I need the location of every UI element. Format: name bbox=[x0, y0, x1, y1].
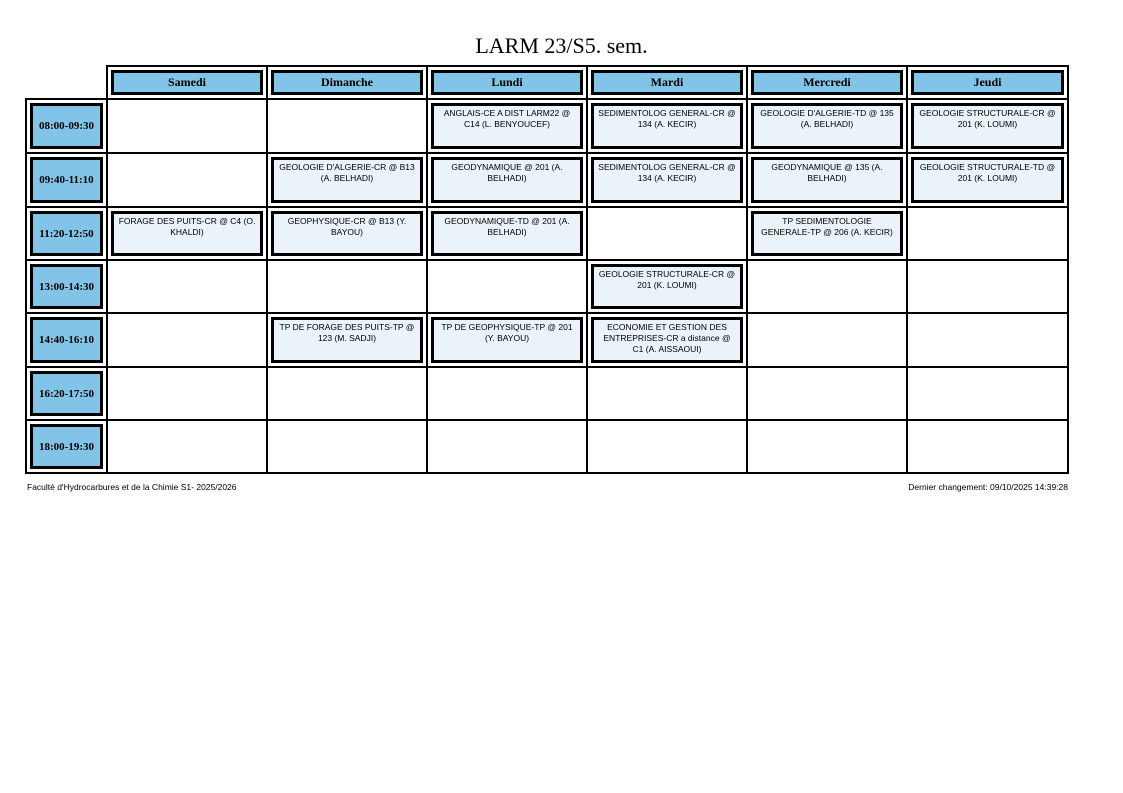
timetable-cell bbox=[746, 419, 908, 474]
timetable-cell bbox=[586, 206, 748, 261]
session-entry[interactable]: GEOLOGIE STRUCTURALE-CR @ 201 (K. LOUMI) bbox=[911, 103, 1064, 149]
timetable-cell bbox=[746, 366, 908, 421]
session-entry[interactable]: ANGLAIS-CE A DIST LARM22 @ C14 (L. BENYO… bbox=[431, 103, 583, 149]
session-entry[interactable]: TP DE GEOPHYSIQUE-TP @ 201 (Y. BAYOU) bbox=[431, 317, 583, 363]
session-entry[interactable]: GEODYNAMIQUE @ 135 (A. BELHADI) bbox=[751, 157, 903, 203]
footer-last-change: Dernier changement: 09/10/2025 14:39:28 bbox=[908, 482, 1068, 492]
day-header: Samedi bbox=[111, 70, 263, 95]
timetable-cell bbox=[426, 366, 588, 421]
time-slot-cell: 13:00-14:30 bbox=[25, 259, 108, 314]
timetable-cell bbox=[106, 419, 268, 474]
time-slot-cell: 09:40-11:10 bbox=[25, 152, 108, 208]
timetable-cell: SEDIMENTOLOG GENERAL-CR @ 134 (A. KECIR) bbox=[586, 98, 748, 154]
time-slot-cell: 08:00-09:30 bbox=[25, 98, 108, 154]
session-entry[interactable]: SEDIMENTOLOG GENERAL-CR @ 134 (A. KECIR) bbox=[591, 157, 743, 203]
session-entry[interactable]: GEODYNAMIQUE @ 201 (A. BELHADI) bbox=[431, 157, 583, 203]
session-entry[interactable]: GEOLOGIE STRUCTURALE-CR @ 201 (K. LOUMI) bbox=[591, 264, 743, 309]
day-header-cell: Mardi bbox=[586, 65, 748, 100]
timetable-cell: ECONOMIE ET GESTION DES ENTREPRISES-CR a… bbox=[586, 312, 748, 368]
footer-faculty: Faculté d'Hydrocarbures et de la Chimie … bbox=[27, 482, 237, 492]
session-entry[interactable]: ECONOMIE ET GESTION DES ENTREPRISES-CR a… bbox=[591, 317, 743, 363]
session-entry[interactable]: SEDIMENTOLOG GENERAL-CR @ 134 (A. KECIR) bbox=[591, 103, 743, 149]
timetable-cell: GEOLOGIE STRUCTURALE-CR @ 201 (K. LOUMI) bbox=[586, 259, 748, 314]
timetable-cell bbox=[906, 419, 1069, 474]
day-header: Dimanche bbox=[271, 70, 423, 95]
timetable-cell bbox=[906, 366, 1069, 421]
timetable-cell bbox=[586, 419, 748, 474]
session-entry[interactable]: GEOPHYSIQUE-CR @ B13 (Y. BAYOU) bbox=[271, 211, 423, 256]
time-slot-label: 14:40-16:10 bbox=[30, 317, 103, 363]
timetable-cell bbox=[106, 366, 268, 421]
timetable-cell: GEOLOGIE STRUCTURALE-CR @ 201 (K. LOUMI) bbox=[906, 98, 1069, 154]
timetable-cell: GEOLOGIE D'ALGERIE-CR @ B13 (A. BELHADI) bbox=[266, 152, 428, 208]
time-slot-label: 08:00-09:30 bbox=[30, 103, 103, 149]
timetable-cell: FORAGE DES PUITS-CR @ C4 (O. KHALDI) bbox=[106, 206, 268, 261]
day-header: Lundi bbox=[431, 70, 583, 95]
timetable-cell bbox=[106, 98, 268, 154]
timetable-cell bbox=[106, 312, 268, 368]
timetable-cell: GEOPHYSIQUE-CR @ B13 (Y. BAYOU) bbox=[266, 206, 428, 261]
day-header: Jeudi bbox=[911, 70, 1064, 95]
timetable-cell bbox=[426, 419, 588, 474]
timetable-cell bbox=[266, 98, 428, 154]
timetable-cell: GEODYNAMIQUE @ 135 (A. BELHADI) bbox=[746, 152, 908, 208]
timetable-cell bbox=[906, 259, 1069, 314]
day-header-cell: Jeudi bbox=[906, 65, 1069, 100]
time-slot-cell: 16:20-17:50 bbox=[25, 366, 108, 421]
session-entry[interactable]: TP SEDIMENTOLOGIE GENERALE-TP @ 206 (A. … bbox=[751, 211, 903, 256]
time-slot-cell: 11:20-12:50 bbox=[25, 206, 108, 261]
timetable-cell: TP DE GEOPHYSIQUE-TP @ 201 (Y. BAYOU) bbox=[426, 312, 588, 368]
timetable-cell bbox=[746, 312, 908, 368]
session-entry[interactable]: FORAGE DES PUITS-CR @ C4 (O. KHALDI) bbox=[111, 211, 263, 256]
day-header-cell: Mercredi bbox=[746, 65, 908, 100]
session-entry[interactable]: GEOLOGIE D'ALGERIE-CR @ B13 (A. BELHADI) bbox=[271, 157, 423, 203]
session-entry[interactable]: GEOLOGIE STRUCTURALE-TD @ 201 (K. LOUMI) bbox=[911, 157, 1064, 203]
timetable-title: LARM 23/S5. sem. bbox=[475, 33, 648, 58]
time-slot-label: 09:40-11:10 bbox=[30, 157, 103, 203]
time-slot-label: 13:00-14:30 bbox=[30, 264, 103, 309]
time-slot-cell: 18:00-19:30 bbox=[25, 419, 108, 474]
timetable-cell: GEOLOGIE D'ALGERIE-TD @ 135 (A. BELHADI) bbox=[746, 98, 908, 154]
timetable-cell bbox=[266, 419, 428, 474]
timetable-cell bbox=[106, 152, 268, 208]
day-header-cell: Samedi bbox=[106, 65, 268, 100]
session-entry[interactable]: TP DE FORAGE DES PUITS-TP @ 123 (M. SADJ… bbox=[271, 317, 423, 363]
timetable-cell bbox=[266, 259, 428, 314]
day-header-cell: Lundi bbox=[426, 65, 588, 100]
session-entry[interactable]: GEOLOGIE D'ALGERIE-TD @ 135 (A. BELHADI) bbox=[751, 103, 903, 149]
timetable-cell: SEDIMENTOLOG GENERAL-CR @ 134 (A. KECIR) bbox=[586, 152, 748, 208]
day-header: Mardi bbox=[591, 70, 743, 95]
timetable-cell bbox=[906, 312, 1069, 368]
timetable-cell: TP SEDIMENTOLOGIE GENERALE-TP @ 206 (A. … bbox=[746, 206, 908, 261]
time-slot-cell: 14:40-16:10 bbox=[25, 312, 108, 368]
day-header: Mercredi bbox=[751, 70, 903, 95]
time-slot-label: 18:00-19:30 bbox=[30, 424, 103, 469]
timetable-cell bbox=[266, 366, 428, 421]
time-slot-label: 16:20-17:50 bbox=[30, 371, 103, 416]
timetable-cell bbox=[586, 366, 748, 421]
session-entry[interactable]: GEODYNAMIQUE-TD @ 201 (A. BELHADI) bbox=[431, 211, 583, 256]
timetable-cell bbox=[426, 259, 588, 314]
timetable-cell: GEODYNAMIQUE-TD @ 201 (A. BELHADI) bbox=[426, 206, 588, 261]
timetable-cell: ANGLAIS-CE A DIST LARM22 @ C14 (L. BENYO… bbox=[426, 98, 588, 154]
time-slot-label: 11:20-12:50 bbox=[30, 211, 103, 256]
timetable-cell bbox=[906, 206, 1069, 261]
timetable-cell: TP DE FORAGE DES PUITS-TP @ 123 (M. SADJ… bbox=[266, 312, 428, 368]
timetable-cell bbox=[106, 259, 268, 314]
day-header-cell: Dimanche bbox=[266, 65, 428, 100]
timetable-cell: GEODYNAMIQUE @ 201 (A. BELHADI) bbox=[426, 152, 588, 208]
timetable-cell: GEOLOGIE STRUCTURALE-TD @ 201 (K. LOUMI) bbox=[906, 152, 1069, 208]
timetable-cell bbox=[746, 259, 908, 314]
